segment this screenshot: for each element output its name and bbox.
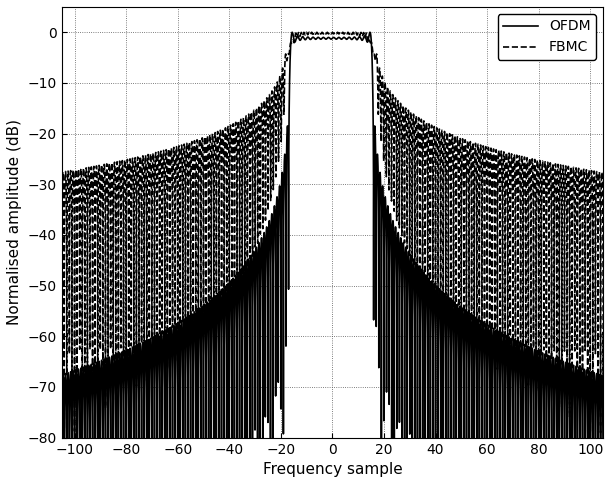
Line: FBMC: FBMC xyxy=(62,32,603,433)
FBMC xyxy=(326,30,334,35)
X-axis label: Frequency sample: Frequency sample xyxy=(263,462,402,477)
FBMC xyxy=(564,165,572,171)
Legend: OFDM, FBMC: OFDM, FBMC xyxy=(498,14,596,60)
FBMC xyxy=(58,329,65,334)
OFDM xyxy=(367,30,374,35)
OFDM xyxy=(386,344,393,349)
OFDM xyxy=(193,314,200,319)
FBMC xyxy=(586,430,594,436)
OFDM xyxy=(446,298,453,304)
FBMC xyxy=(600,330,607,335)
OFDM xyxy=(564,363,572,368)
Y-axis label: Normalised amplitude (dB): Normalised amplitude (dB) xyxy=(7,119,22,325)
FBMC xyxy=(406,144,413,150)
FBMC xyxy=(386,139,393,145)
FBMC xyxy=(193,145,200,151)
OFDM xyxy=(406,276,413,282)
FBMC xyxy=(446,133,453,139)
OFDM xyxy=(600,460,607,466)
OFDM xyxy=(58,460,65,466)
Line: OFDM: OFDM xyxy=(62,32,603,463)
OFDM xyxy=(314,34,321,40)
FBMC xyxy=(314,31,321,37)
